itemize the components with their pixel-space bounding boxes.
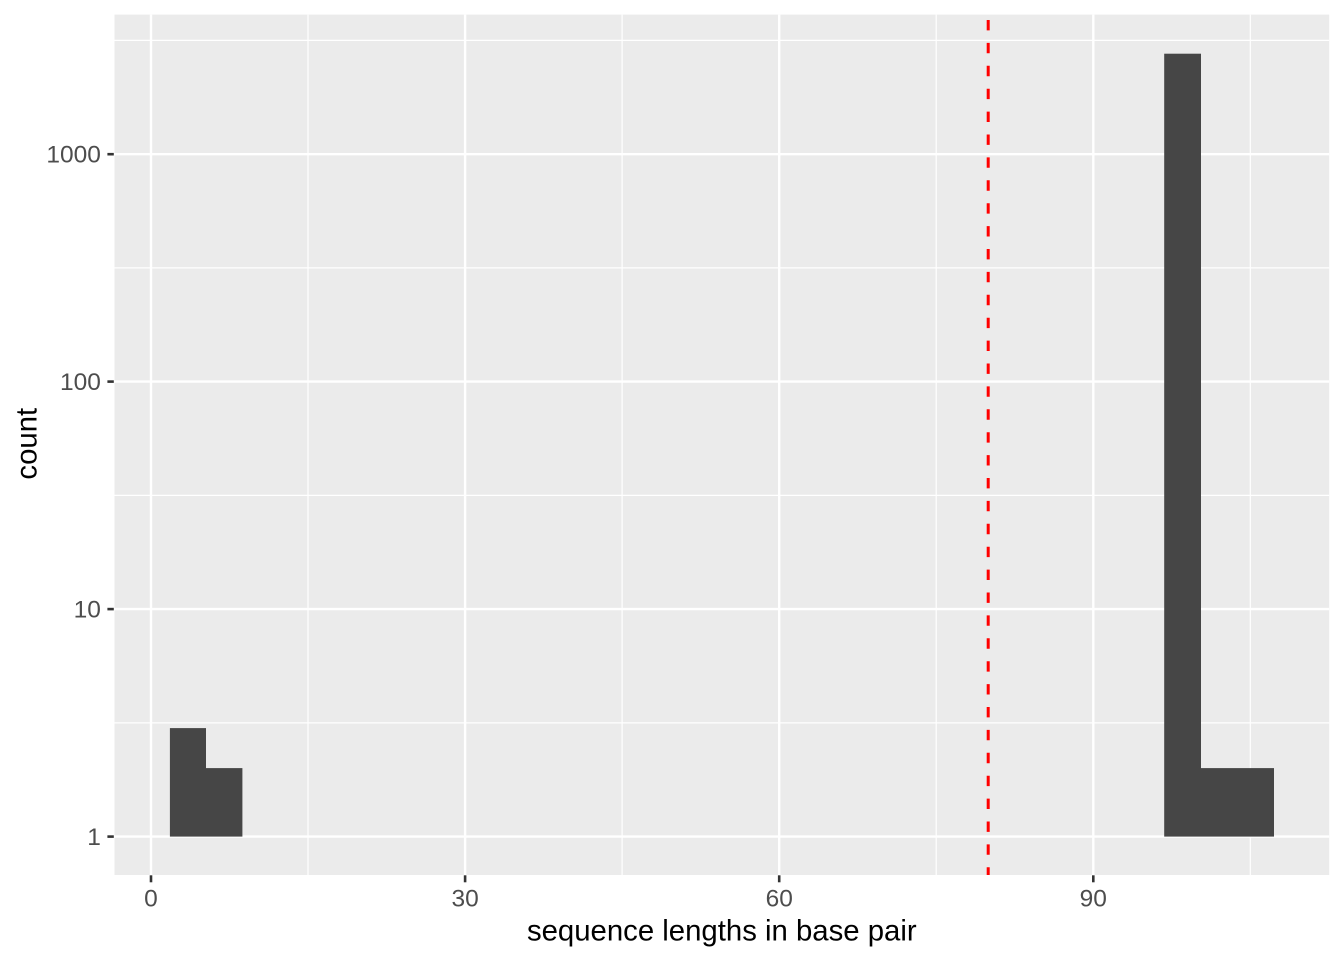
svg-text:sequence lengths in base pair: sequence lengths in base pair [527, 915, 917, 948]
svg-text:10: 10 [74, 597, 101, 624]
svg-text:count: count [11, 408, 44, 480]
svg-text:1000: 1000 [46, 142, 101, 169]
svg-text:90: 90 [1080, 885, 1107, 912]
svg-text:100: 100 [60, 369, 101, 396]
svg-text:30: 30 [451, 885, 478, 912]
svg-text:0: 0 [144, 885, 158, 912]
svg-text:1: 1 [87, 824, 101, 851]
svg-text:60: 60 [766, 885, 793, 912]
